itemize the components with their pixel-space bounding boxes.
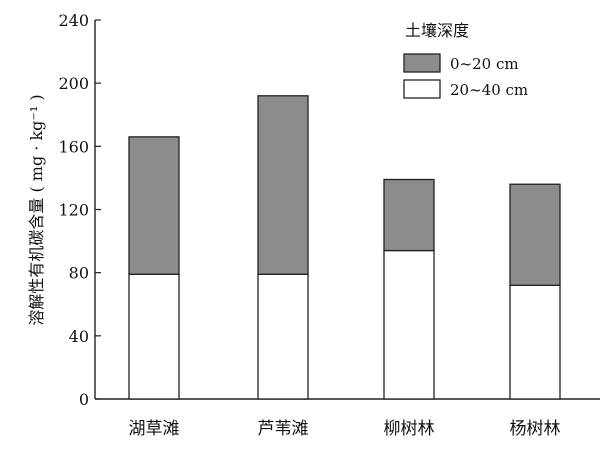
- legend-swatch: [403, 79, 441, 99]
- y-axis-label: 溶解性有机碳含量 ( mg · kg⁻¹ ): [27, 94, 46, 325]
- bar-segment: [128, 136, 180, 275]
- x-category-label: 芦苇滩: [258, 419, 309, 439]
- bar-segment: [509, 183, 561, 286]
- legend: 土壤深度 0~20 cm 20~40 cm: [403, 21, 528, 99]
- legend-title: 土壤深度: [405, 21, 469, 40]
- bar-segment: [257, 95, 309, 275]
- bar-segment: [383, 178, 435, 252]
- y-tick-label: 0: [79, 390, 89, 409]
- x-category-label: 湖草滩: [129, 419, 180, 439]
- bar-segment: [383, 249, 435, 400]
- bars: 湖草滩 芦苇滩 柳树林 杨树林: [128, 95, 561, 439]
- y-tick-label: 200: [58, 74, 89, 93]
- legend-swatch: [403, 53, 441, 73]
- y-tick-label: 80: [69, 264, 89, 283]
- bar-segment: [509, 284, 561, 400]
- y-tick-label: 160: [58, 137, 89, 156]
- y-tick-label: 240: [58, 11, 89, 30]
- bar-segment: [257, 273, 309, 400]
- y-tick-label: 120: [58, 201, 89, 220]
- x-category-label: 杨树林: [510, 419, 561, 439]
- x-category-label: 柳树林: [384, 419, 435, 439]
- bar-segment: [128, 273, 180, 400]
- legend-label: 20~40 cm: [450, 81, 528, 99]
- legend-label: 0~20 cm: [450, 55, 519, 73]
- y-tick-label: 40: [69, 327, 89, 346]
